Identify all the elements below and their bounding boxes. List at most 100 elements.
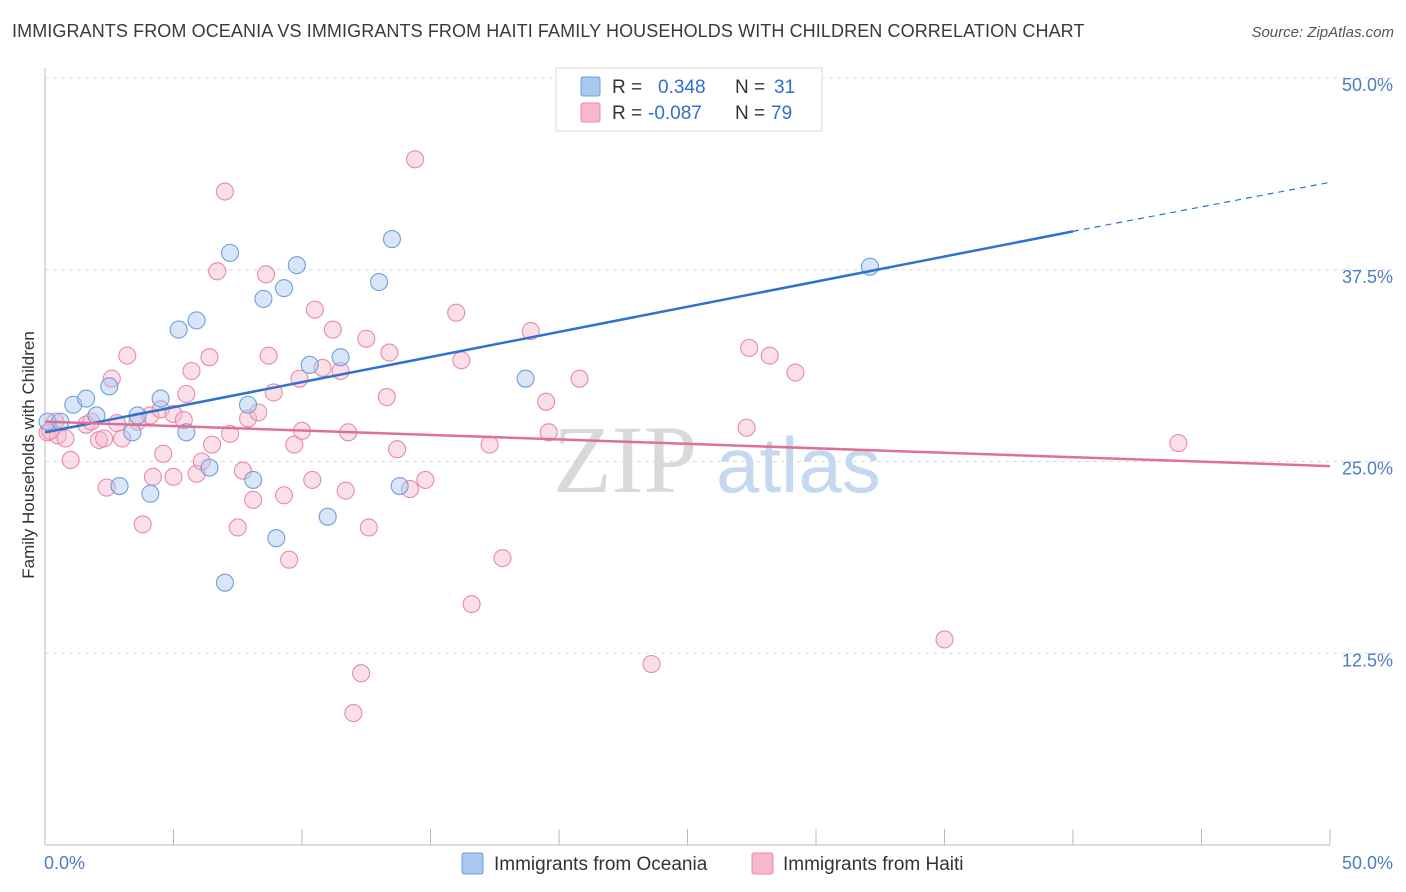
haiti-point-77 [1169,434,1188,453]
haiti-point-76 [935,630,954,649]
series-legend-swatch-oceania [461,852,484,875]
haiti-point-68 [537,392,556,411]
oceania-point-14 [200,458,219,477]
haiti-point-42 [285,435,304,454]
series-legend-label-oceania: Immigrants from Oceania [494,854,708,875]
haiti-point-41 [280,550,299,569]
haiti-point-20 [164,404,183,423]
haiti-trend-line [44,420,1331,468]
legend-swatch-oceania [580,76,601,97]
haiti-point-33 [233,461,252,480]
oceania-point-21 [274,279,294,298]
oceania-point-18 [244,470,263,489]
haiti-point-29 [208,262,227,281]
legend-n-label-oceania: N = [735,77,765,98]
oceania-point-16 [220,243,240,262]
haiti-point-69 [539,423,558,442]
haiti-point-63 [452,351,471,370]
y-tick-label-3: 50.0% [1342,75,1393,95]
haiti-point-21 [164,467,183,486]
oceania-point-29 [516,369,535,388]
haiti-point-17 [143,467,162,486]
trend-lines [44,181,1331,468]
haiti-point-38 [259,346,278,365]
haiti-point-24 [182,361,201,381]
haiti-point-64 [462,595,481,614]
haiti-point-60 [406,150,425,169]
haiti-point-72 [737,418,756,437]
haiti-point-71 [642,654,661,674]
haiti-point-61 [416,470,435,489]
haiti-point-70 [570,369,589,388]
haiti-point-8 [95,429,114,448]
y-tick-label-1: 25.0% [1342,459,1393,479]
oceania-point-9 [141,484,160,503]
series-legend-label-haiti: Immigrants from Haiti [783,854,964,875]
oceania-points [38,230,880,592]
haiti-point-52 [344,704,363,723]
grid-lines [45,77,1395,654]
oceania-point-23 [300,355,319,374]
haiti-point-75 [786,363,805,382]
haiti-point-59 [400,480,419,499]
oceania-point-24 [318,507,337,526]
oceania-point-15 [215,573,234,592]
haiti-point-34 [238,409,258,428]
haiti-point-45 [303,470,322,489]
series-legend: Immigrants from Oceania Immigrants from … [461,852,964,875]
haiti-point-65 [480,435,499,454]
haiti-point-35 [244,490,263,509]
oceania-point-27 [382,230,402,249]
oceania-trend-line [44,230,1074,434]
y-tick-label-2: 37.5% [1342,267,1393,287]
oceania-point-7 [123,423,142,442]
haiti-point-36 [249,403,268,422]
axes [44,68,1331,846]
legend-r-value-oceania: 0.348 [658,77,706,98]
x-tick-label-min: 0.0% [44,853,85,873]
oceania-trend-extension [1072,181,1331,232]
oceania-point-3 [77,389,96,408]
series-legend-swatch-haiti [751,852,774,875]
haiti-point-56 [377,388,396,407]
haiti-point-57 [380,343,399,362]
legend-swatch-haiti [580,102,601,123]
haiti-point-15 [133,515,152,534]
oceania-point-22 [287,256,306,275]
oceania-point-5 [100,377,119,396]
haiti-point-12 [113,429,132,448]
oceania-point-12 [177,423,196,442]
haiti-point-30 [215,182,234,201]
haiti-point-40 [274,486,294,505]
oceania-point-10 [151,389,170,408]
legend-r-label-oceania: R = [612,77,642,98]
haiti-point-3 [56,429,75,448]
legend-n-value-haiti: 79 [771,103,792,124]
haiti-point-53 [352,664,371,683]
watermark-zip: ZIP [553,406,697,513]
haiti-point-27 [200,348,219,367]
haiti-point-55 [359,518,378,537]
watermark: ZIP atlas [553,406,881,513]
haiti-point-74 [760,346,779,365]
oceania-point-25 [331,348,350,367]
oceania-point-17 [238,395,258,414]
legend-n-value-oceania: 31 [774,77,795,98]
haiti-point-54 [357,329,376,348]
oceania-point-20 [267,529,286,548]
haiti-point-23 [177,384,196,404]
oceania-point-11 [169,320,188,339]
oceania-point-19 [254,289,273,308]
oceania-point-13 [187,311,206,330]
haiti-point-19 [154,444,173,463]
oceania-point-26 [370,272,389,292]
haiti-point-62 [447,303,466,322]
haiti-point-37 [256,265,276,284]
haiti-point-32 [228,518,247,537]
legend-r-label-haiti: R = [612,103,642,124]
y-tick-labels: 12.5% 25.0% 37.5% 50.0% [1342,75,1393,670]
chart-title: IMMIGRANTS FROM OCEANIA VS IMMIGRANTS FR… [12,21,1085,41]
haiti-point-58 [388,440,407,459]
haiti-point-48 [323,320,342,339]
haiti-point-28 [203,435,222,454]
